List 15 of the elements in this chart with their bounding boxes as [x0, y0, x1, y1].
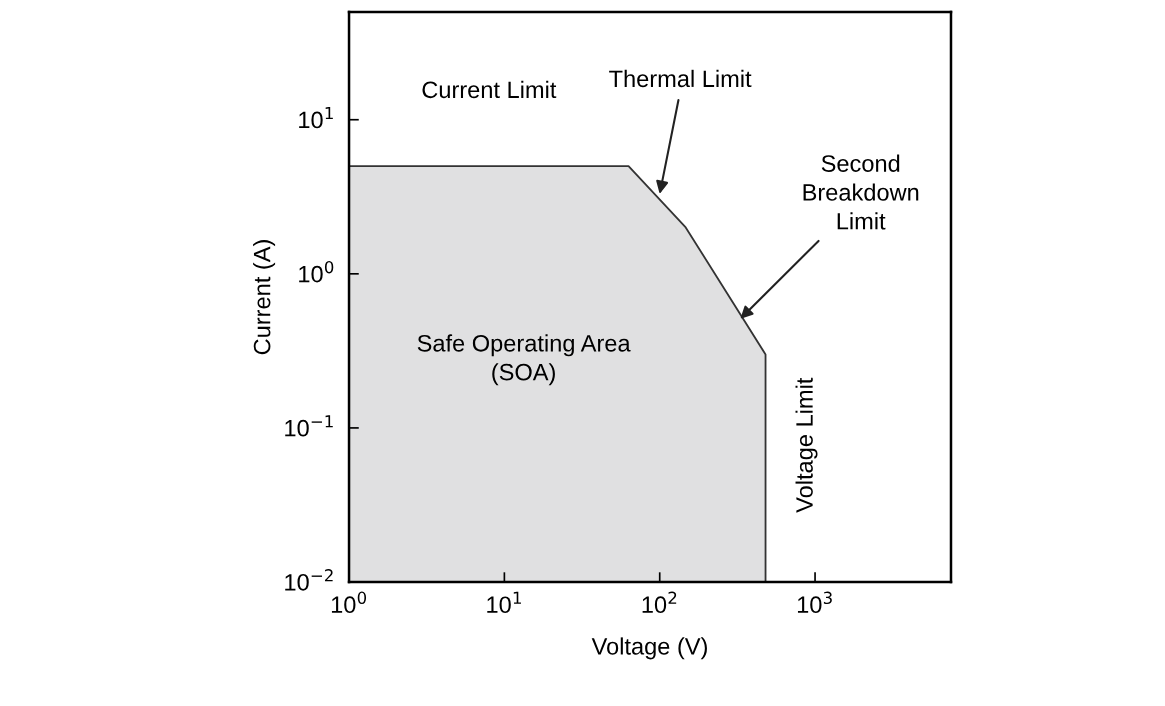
- x-axis-title: Voltage (V): [591, 637, 707, 660]
- y-axis-title: Current (A): [253, 240, 276, 355]
- annotation: Thermal Limit: [609, 69, 752, 88]
- x-tick-label: 10$^{1}$: [487, 591, 521, 614]
- x-tick-label: 10$^{3}$: [797, 591, 832, 614]
- annotation: Safe Operating Area (SOA): [417, 334, 631, 386]
- y-tick-label: 10$^{−2}$: [285, 569, 333, 591]
- y-tick-label: 10$^{0}$: [299, 260, 334, 283]
- x-tick-label: 10$^{2}$: [642, 591, 677, 614]
- annotation: Current Limit: [422, 80, 557, 99]
- y-tick-label: 10$^{1}$: [299, 107, 333, 129]
- annotation: Second Breakdown Limit: [803, 154, 919, 230]
- annotation: Voltage Limit: [795, 377, 818, 513]
- x-tick-label: 10$^{0}$: [331, 591, 367, 614]
- y-tick-label: 10$^{−1}$: [285, 415, 333, 437]
